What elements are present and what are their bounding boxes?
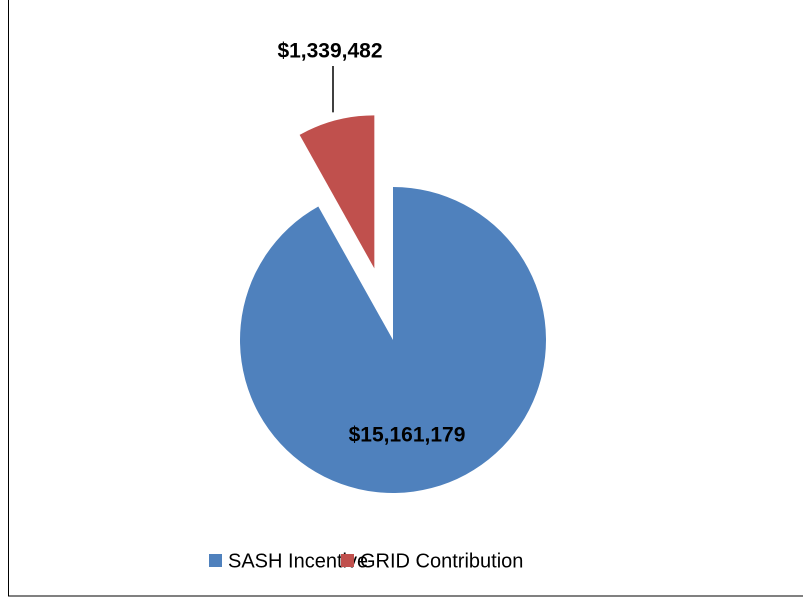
- legend-label: SASH Incentive: [228, 550, 368, 572]
- legend-swatch: [209, 554, 222, 567]
- pie-slice: [240, 187, 546, 493]
- data-label: $1,339,482: [277, 40, 382, 63]
- legend-label: GRID Contribution: [360, 550, 523, 572]
- pie-slice: [299, 115, 375, 269]
- legend-swatch: [341, 554, 354, 567]
- data-label: $15,161,179: [349, 424, 466, 447]
